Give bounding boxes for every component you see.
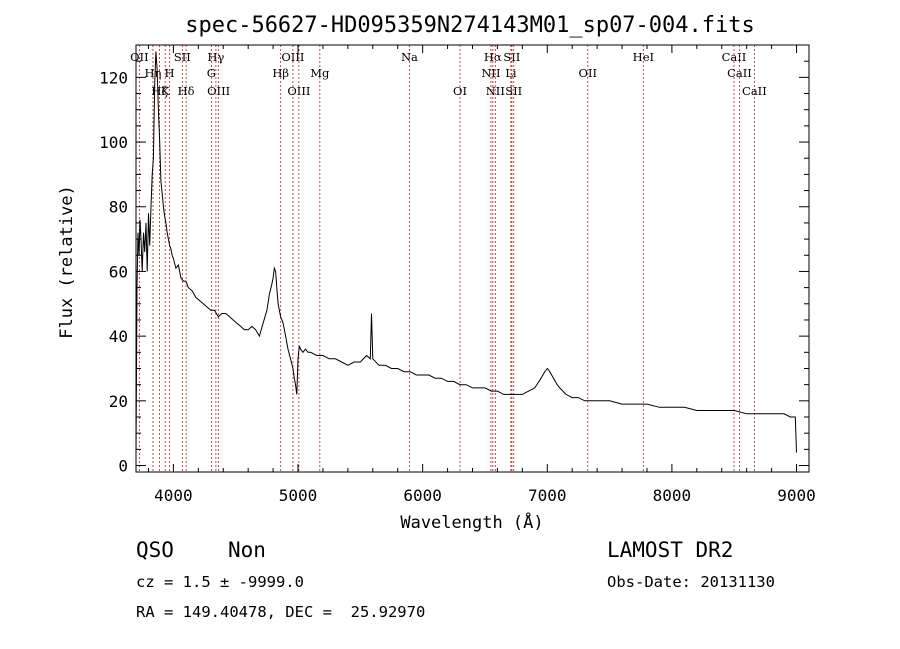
line-label: CaII bbox=[722, 50, 747, 64]
redshift-cz: cz = 1.5 ± -9999.0 bbox=[136, 573, 304, 591]
y-tick-label: 40 bbox=[109, 327, 128, 346]
line-label: OIII bbox=[287, 84, 310, 98]
line-label: OII bbox=[579, 66, 598, 80]
line-label: OI bbox=[453, 84, 467, 98]
observation-date: Obs-Date: 20131130 bbox=[607, 573, 775, 591]
line-label: SII bbox=[505, 84, 522, 98]
object-subclass: Non bbox=[228, 538, 266, 562]
x-axis-ticks: 4000 5000 6000 7000 8000 9000 bbox=[147, 45, 816, 505]
line-label: HeI bbox=[633, 50, 654, 64]
coordinates: RA = 149.40478, DEC = 25.92970 bbox=[136, 603, 426, 621]
line-label: NII bbox=[486, 84, 505, 98]
x-tick-label: 8000 bbox=[653, 486, 692, 505]
line-label: CaII bbox=[742, 84, 767, 98]
line-label: Hγ bbox=[207, 50, 224, 64]
line-label: Li bbox=[505, 66, 517, 80]
line-label: CaII bbox=[727, 66, 752, 80]
x-tick-label: 6000 bbox=[403, 486, 442, 505]
line-label: Hη bbox=[144, 66, 161, 80]
line-label: Mg bbox=[310, 66, 330, 80]
x-tick-label: 7000 bbox=[528, 486, 567, 505]
line-label: SII bbox=[503, 50, 520, 64]
x-tick-label: 4000 bbox=[154, 486, 193, 505]
line-label: OIII bbox=[207, 84, 230, 98]
line-label: Hα bbox=[484, 50, 502, 64]
plot-frame bbox=[135, 44, 810, 473]
line-label: G bbox=[207, 66, 216, 80]
spectrum-line bbox=[135, 51, 797, 456]
y-tick-label: 60 bbox=[109, 262, 128, 281]
survey-name: LAMOST DR2 bbox=[607, 538, 734, 562]
y-axis-label: Flux (relative) bbox=[57, 185, 77, 339]
line-label: Hβ bbox=[272, 66, 289, 80]
line-label: Na bbox=[401, 50, 418, 64]
chart-title: spec-56627-HD095359N274143M01_sp07-004.f… bbox=[185, 13, 755, 38]
line-label: H bbox=[165, 66, 175, 80]
y-tick-label: 20 bbox=[109, 392, 128, 411]
y-tick-label: 120 bbox=[99, 68, 128, 87]
x-tick-label: 9000 bbox=[777, 486, 816, 505]
emission-line-markers: OIIHηHζKHSIIHδHγGOIIIHβOIIIOIIIMgNaOIHαN… bbox=[130, 45, 767, 472]
y-tick-label: 100 bbox=[99, 133, 128, 152]
line-label: Hδ bbox=[178, 84, 195, 98]
x-tick-label: 5000 bbox=[279, 486, 318, 505]
y-axis-ticks: 0 20 40 60 80 100 120 bbox=[99, 60, 809, 476]
line-label: K bbox=[161, 84, 170, 98]
line-label: OII bbox=[130, 50, 149, 64]
object-class: QSO bbox=[136, 538, 174, 562]
y-tick-label: 80 bbox=[109, 198, 128, 217]
y-tick-label: 0 bbox=[118, 457, 128, 476]
line-label: OIII bbox=[281, 50, 304, 64]
line-label: Hζ bbox=[151, 84, 167, 98]
x-axis-label: Wavelength (Å) bbox=[400, 511, 543, 533]
line-label: SII bbox=[174, 50, 191, 64]
line-label: NII bbox=[481, 66, 500, 80]
